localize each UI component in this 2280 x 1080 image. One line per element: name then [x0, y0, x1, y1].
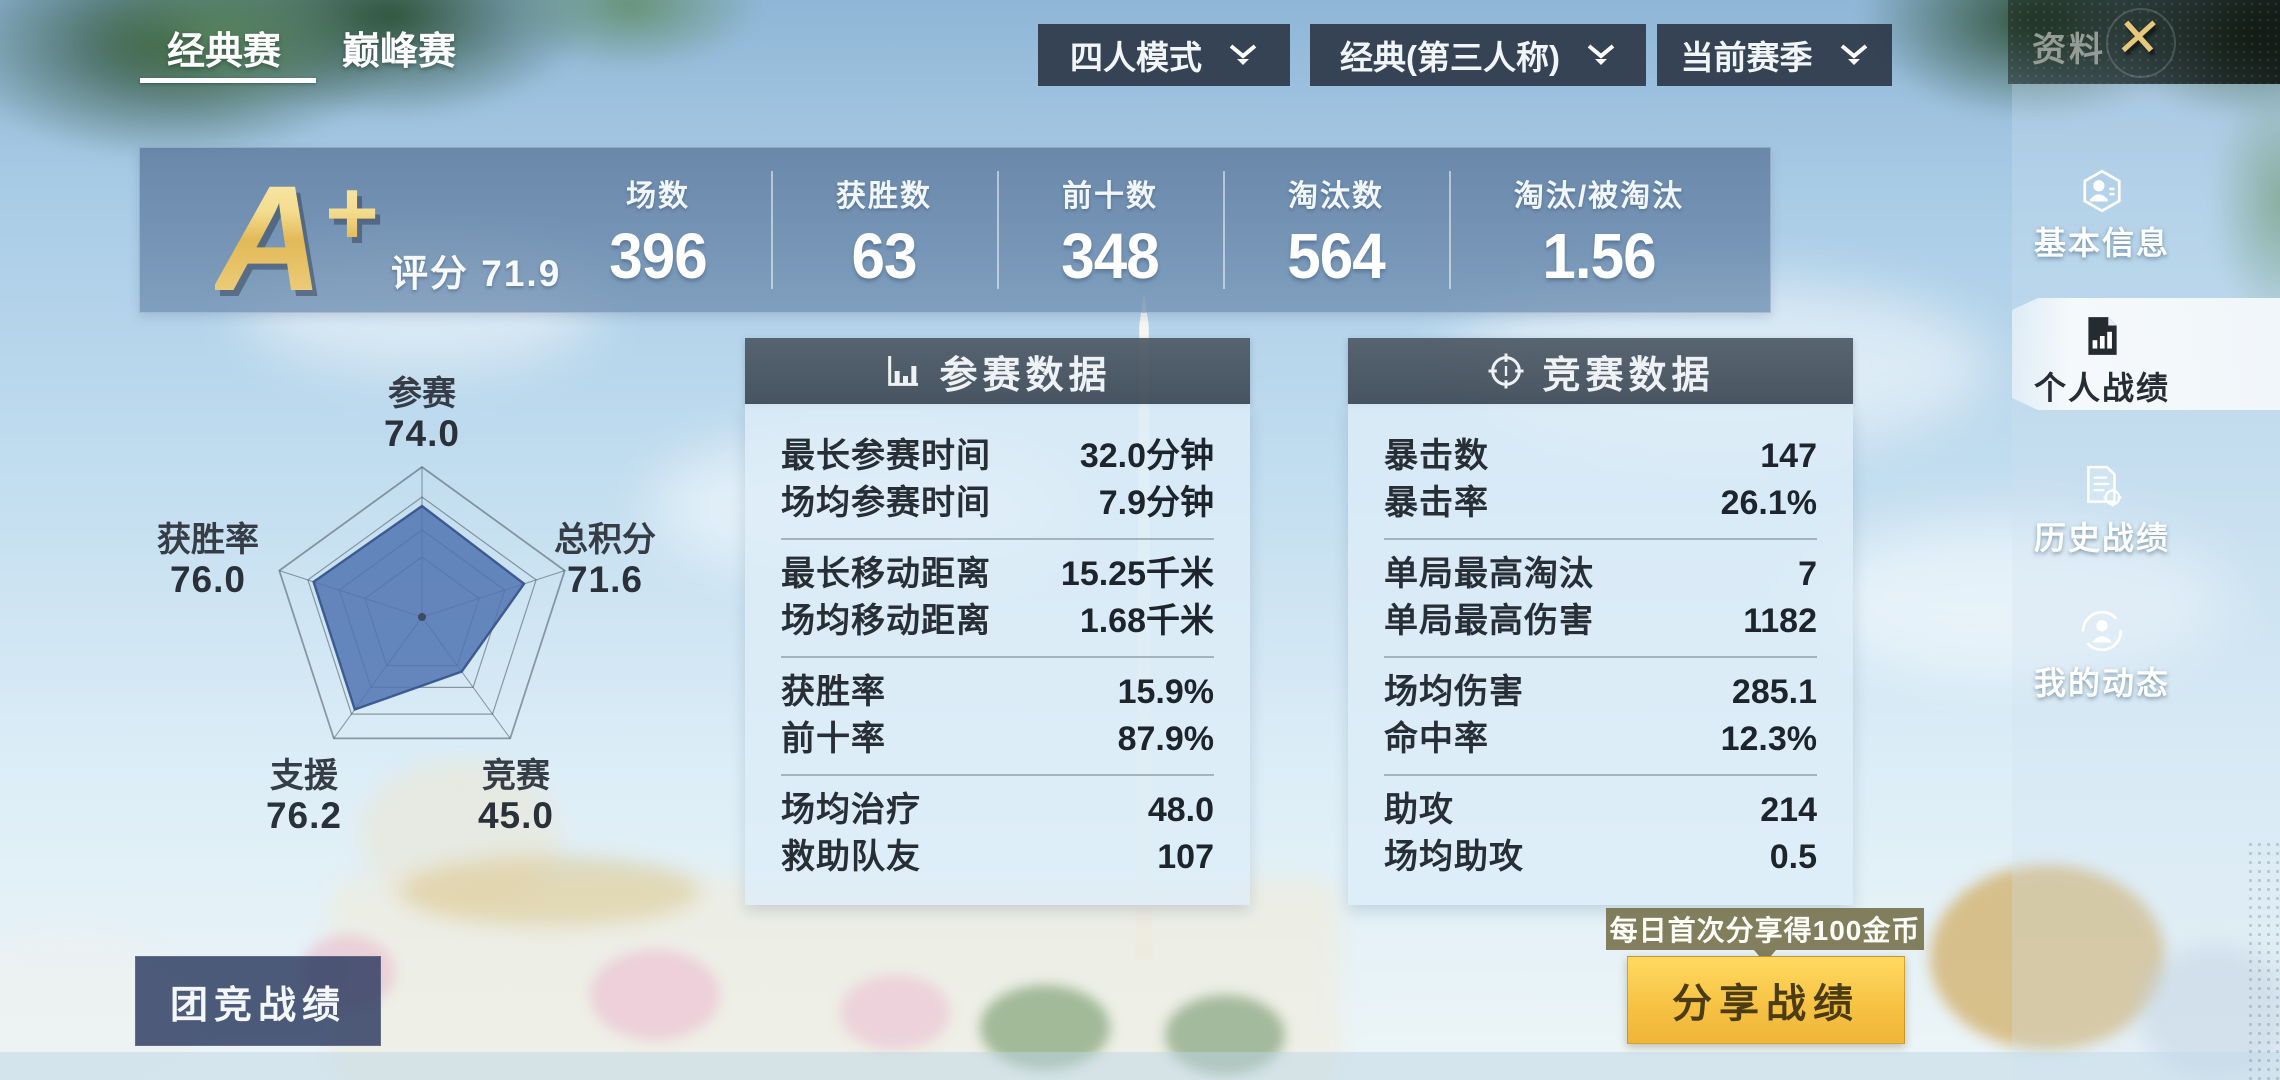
panel-competition-data: 竞赛数据 暴击数 147 暴击率 26.1% 单局最高淘汰 7 单局最高伤害 1182 … — [1348, 338, 1853, 905]
stat-row: 前十率 87.9% — [781, 720, 1214, 758]
sidebar-selected-highlight — [2012, 298, 2280, 410]
panel-title: 竞赛数据 — [1542, 354, 1715, 397]
panel-header: 参赛数据 — [745, 338, 1250, 404]
stat-row: 命中率 12.3% — [1384, 720, 1817, 758]
stat-row: 最长移动距离 15.25千米 — [781, 555, 1214, 593]
season-dropdown-label: 当前赛季 — [1680, 39, 1813, 76]
mode-dropdown-label: 四人模式 — [1070, 39, 1202, 76]
radar-chart — [278, 465, 566, 740]
chevron-down-icon — [1587, 44, 1615, 65]
sidebar-item-personal-stats[interactable]: 个人战绩 — [2012, 313, 2192, 409]
grade-badge: A+ — [215, 133, 377, 318]
divider — [781, 538, 1214, 540]
sidebar-item-history-stats[interactable]: 历史战绩 — [2012, 463, 2192, 559]
radar-axis-competition: 竞赛 45.0 — [477, 757, 554, 836]
panel-title: 参赛数据 — [939, 354, 1112, 397]
season-dropdown[interactable]: 当前赛季 — [1657, 24, 1892, 86]
tab-peak[interactable]: 巅峰赛 — [342, 31, 457, 73]
divider — [1384, 774, 1817, 776]
radar-chart-section: 参赛 74.0 总积分 71.6 竞赛 45.0 支援 76.2 获胜率 76.0 — [120, 360, 680, 880]
divider — [1384, 538, 1817, 540]
stats-doc-icon — [2088, 317, 2117, 355]
share-reward-tooltip: 每日首次分享得100金币 — [1606, 908, 1924, 963]
sidebar: 基本信息 个人战绩 历史 — [2012, 84, 2280, 1080]
sidebar-item-my-activity[interactable]: 我的动态 — [2012, 608, 2192, 704]
stat-eliminations: 淘汰数 564 — [1223, 147, 1449, 313]
profile-title: 资料 — [2032, 31, 2106, 69]
activity-icon — [2081, 610, 2123, 652]
radar-axis-participation: 参赛 74.0 — [383, 375, 460, 454]
pagoda-silhouette — [360, 760, 560, 910]
team-stats-button[interactable]: 团竞战绩 — [135, 956, 381, 1046]
blossom-tree — [840, 975, 950, 1050]
panel-participation-data: 参赛数据 最长参赛时间 32.0分钟 场均参赛时间 7.9分钟 最长移动距离 15.2… — [745, 338, 1250, 905]
score: 评分 71.9 — [391, 253, 562, 294]
sidebar-item-label: 历史战绩 — [2033, 520, 2170, 556]
cloud — [1800, 520, 2230, 680]
stat-row: 场均治疗 48.0 — [781, 791, 1214, 829]
radar-axis-support: 支援 76.2 — [265, 757, 342, 836]
stat-row: 暴击数 147 — [1384, 437, 1817, 475]
water-strip — [0, 1052, 2280, 1080]
profile-header-bar: 资料 ✕ — [2008, 0, 2280, 84]
mode-dropdown[interactable]: 四人模式 — [1038, 24, 1290, 86]
blossom-tree — [590, 950, 720, 1040]
stat-matches: 场数 396 — [609, 180, 707, 292]
stat-row: 场均伤害 285.1 — [1384, 673, 1817, 711]
stat-row: 获胜率 15.9% — [781, 673, 1214, 711]
gold-roof — [400, 856, 700, 926]
autumn-tree — [1930, 865, 2165, 1050]
sidebar-item-label: 基本信息 — [2033, 225, 2170, 261]
match-type-dropdown[interactable]: 经典(第三人称) — [1310, 24, 1646, 86]
stat-row: 暴击率 26.1% — [1384, 484, 1817, 522]
summary-stats-row: 场数 396 获胜数 63 前十数 348 淘汰数 564 淘汰/被淘汰 1.5… — [545, 147, 1771, 313]
divider — [1384, 656, 1817, 658]
share-stats-button[interactable]: 分享战绩 — [1627, 956, 1905, 1044]
sidebar-item-label: 我的动态 — [2033, 665, 2170, 701]
tab-classic[interactable]: 经典赛 — [167, 31, 282, 73]
active-tab-underline — [140, 78, 316, 83]
bar-chart-icon — [888, 356, 919, 386]
stat-row: 单局最高淘汰 7 — [1384, 555, 1817, 593]
summary-banner: A+ 评分 71.9 场数 396 获胜数 63 前十数 348 淘汰数 564… — [139, 147, 1771, 313]
stat-row: 救助队友 107 — [781, 838, 1214, 876]
chevron-down-icon — [1840, 44, 1867, 65]
divider — [781, 774, 1214, 776]
panel-body: 暴击数 147 暴击率 26.1% 单局最高淘汰 7 单局最高伤害 1182 场均伤害 2… — [1348, 404, 1853, 905]
radar-axis-total-score: 总积分 71.6 — [554, 521, 656, 600]
radar-axis-win-rate: 获胜率 76.0 — [157, 521, 259, 600]
close-icon[interactable]: ✕ — [2112, 8, 2165, 68]
id-card-icon — [2083, 169, 2121, 213]
sidebar-item-basic-info[interactable]: 基本信息 — [2012, 168, 2192, 264]
divider — [781, 656, 1214, 658]
panel-body: 最长参赛时间 32.0分钟 场均参赛时间 7.9分钟 最长移动距离 15.25千米 场… — [745, 404, 1250, 905]
stat-row: 场均移动距离 1.68千米 — [781, 602, 1214, 640]
stat-kd-ratio: 淘汰/被淘汰 1.56 — [1449, 147, 1749, 313]
sidebar-item-label: 个人战绩 — [2033, 370, 2170, 406]
history-doc-icon — [2087, 465, 2122, 507]
stat-row: 最长参赛时间 32.0分钟 — [781, 437, 1214, 475]
match-type-dropdown-label: 经典(第三人称) — [1340, 39, 1560, 76]
stat-top10: 前十数 348 — [997, 147, 1223, 313]
panel-header: 竞赛数据 — [1348, 338, 1853, 404]
dot-pattern — [2246, 840, 2280, 1080]
close-button-ring — [2106, 8, 2176, 78]
stat-row: 场均参赛时间 7.9分钟 — [781, 484, 1214, 522]
chevron-down-icon — [1229, 44, 1257, 65]
stat-row: 单局最高伤害 1182 — [1384, 602, 1817, 640]
stat-row: 场均助攻 0.5 — [1384, 838, 1817, 876]
stat-row: 助攻 214 — [1384, 791, 1817, 829]
stat-wins: 获胜数 63 — [771, 147, 997, 313]
crosshair-icon — [1488, 353, 1524, 389]
